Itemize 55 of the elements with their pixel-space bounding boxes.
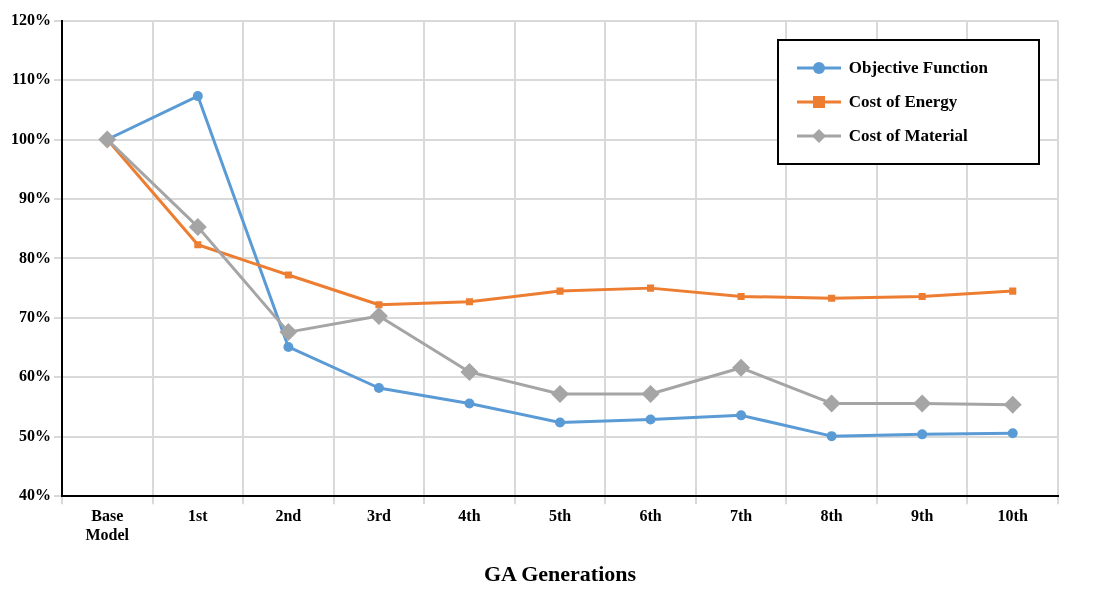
point xyxy=(826,431,837,442)
point xyxy=(555,417,565,428)
point xyxy=(556,287,564,295)
point xyxy=(828,294,836,302)
point xyxy=(645,414,656,425)
y-tick-label: 100% xyxy=(11,129,51,147)
y-tick-label: 70% xyxy=(19,307,51,325)
y-tick-label: 110% xyxy=(11,70,51,88)
x-tick-label: 6th xyxy=(639,506,662,524)
point xyxy=(737,292,745,300)
point xyxy=(736,410,747,421)
legend-label: Cost of Material xyxy=(848,125,968,146)
point xyxy=(913,394,932,413)
point xyxy=(822,394,841,413)
point xyxy=(284,271,292,279)
point xyxy=(375,301,383,309)
point xyxy=(732,358,751,377)
point xyxy=(192,91,203,102)
x-tick-label: 2nd xyxy=(275,506,302,524)
x-tick-label: 1st xyxy=(188,506,209,524)
x-tick-label: 7th xyxy=(729,506,753,524)
point xyxy=(460,362,479,381)
point xyxy=(369,307,388,326)
y-tick-label: 60% xyxy=(19,367,51,385)
y-tick-label: 40% xyxy=(19,486,51,504)
point xyxy=(194,241,202,249)
point xyxy=(918,292,926,300)
point xyxy=(464,398,475,409)
x-tick-label: 4th xyxy=(458,506,481,524)
point xyxy=(279,323,298,342)
y-tick-label: 80% xyxy=(19,248,51,266)
x-tick-label: 10th xyxy=(997,506,1028,524)
y-tick-label: 120% xyxy=(11,10,51,28)
x-tick-label: 5th xyxy=(548,506,572,524)
point xyxy=(917,429,928,440)
x-axis-title: GA Generations xyxy=(483,561,637,587)
point xyxy=(188,217,207,236)
x-tick-label: 3rd xyxy=(366,506,392,524)
x-tick-label: 8th xyxy=(820,506,843,524)
y-tick-label: 90% xyxy=(19,189,51,207)
point xyxy=(1009,287,1017,295)
legend-label: Cost of Energy xyxy=(848,91,958,112)
point xyxy=(641,384,660,403)
point xyxy=(647,284,655,292)
legend-label: Objective Function xyxy=(848,57,988,78)
point xyxy=(551,384,569,403)
x-tick-label: Base Model xyxy=(85,506,130,544)
y-tick-label: 50% xyxy=(19,426,51,444)
point xyxy=(283,341,294,352)
point xyxy=(98,130,117,149)
point xyxy=(1003,395,1022,414)
x-tick-label: 9th xyxy=(911,506,934,524)
point xyxy=(373,383,384,393)
point xyxy=(1007,428,1018,439)
point xyxy=(465,298,473,306)
